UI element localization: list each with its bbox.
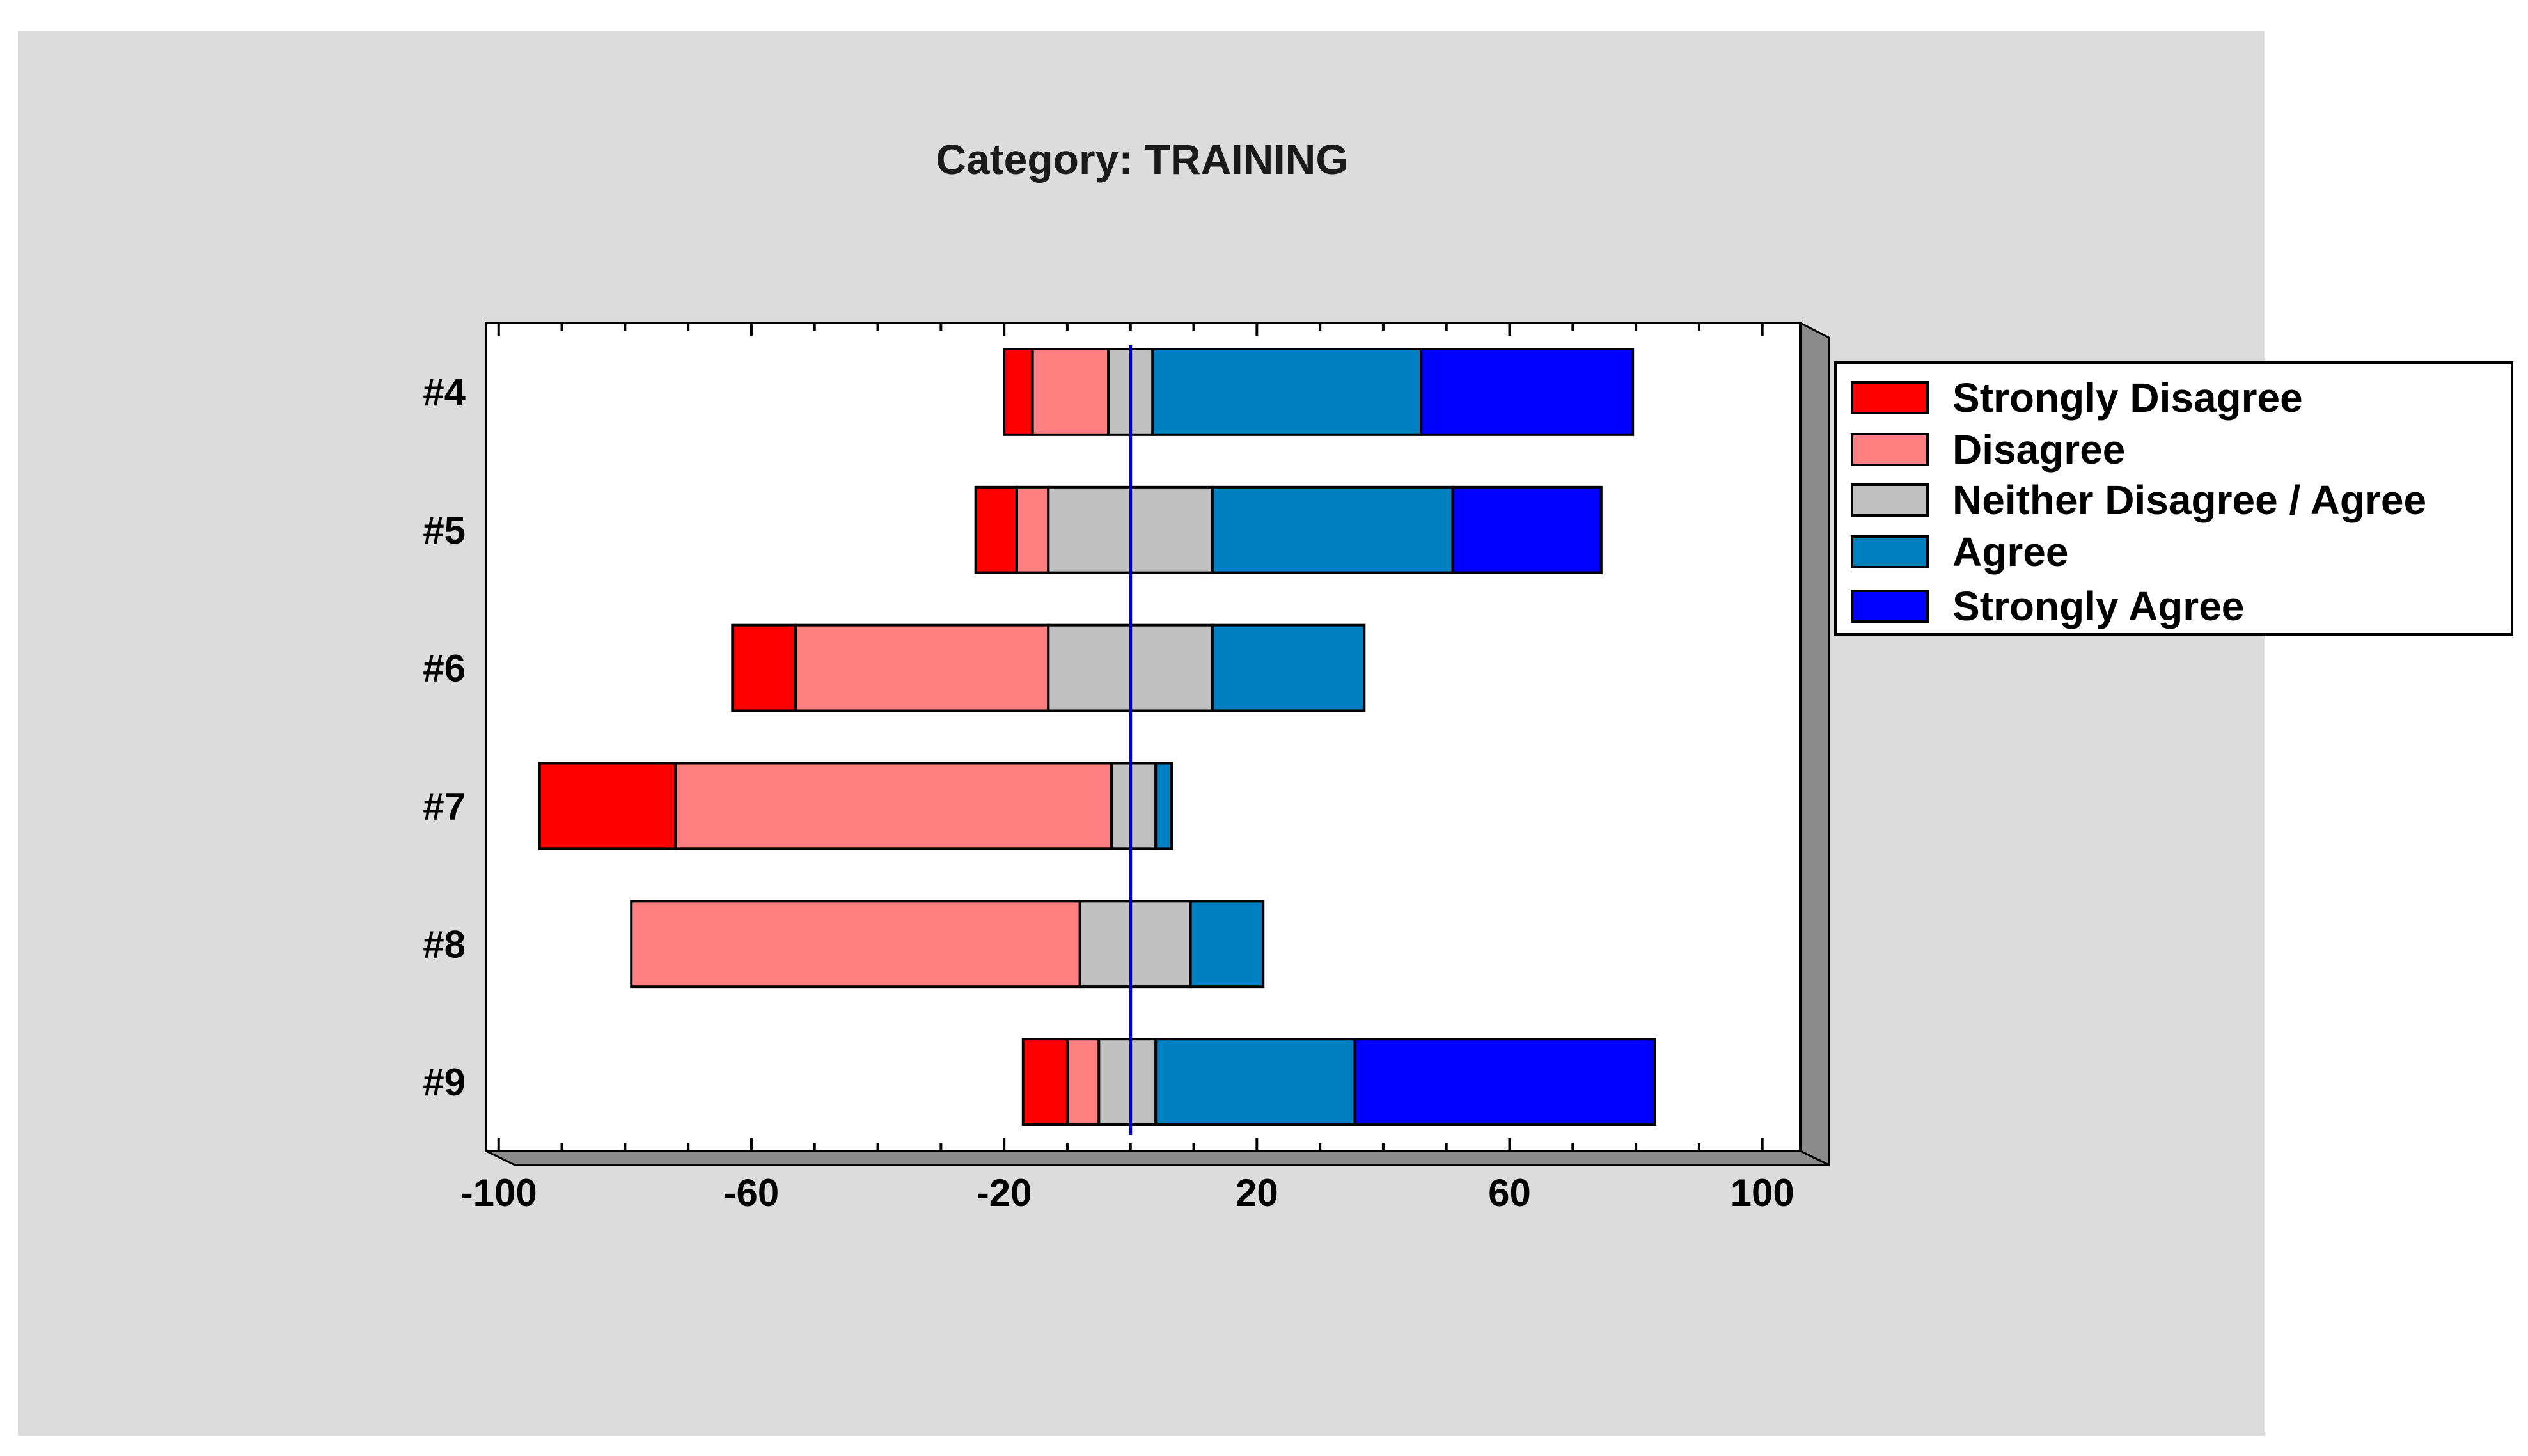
- legend-swatch: [1851, 590, 1929, 623]
- bar-segment-5-3: [1211, 485, 1454, 574]
- x-tick-label: 60: [1488, 1171, 1531, 1214]
- bar-segment-6-0: [731, 623, 797, 712]
- bar-segment-4-3: [1151, 348, 1423, 436]
- y-axis-categories: #4 #5 #6 #7 #8 #9: [423, 371, 466, 1104]
- bar-segment-6-1: [794, 623, 1050, 712]
- bar-segment-9-3: [1154, 1038, 1356, 1126]
- bar-segment-7-3: [1154, 762, 1173, 850]
- x-tick-label: 20: [1236, 1171, 1278, 1214]
- legend-label: Agree: [1952, 529, 2068, 575]
- category-label: #5: [423, 509, 466, 552]
- bar-segment-4-0: [1003, 348, 1034, 436]
- chart-title: Category: TRAINING: [936, 136, 1348, 183]
- bar-segment-7-1: [674, 762, 1113, 850]
- x-axis: -100 -60 -20 20 60 100: [460, 323, 1794, 1214]
- bar-segment-7-0: [538, 762, 677, 850]
- legend-label: Strongly Agree: [1952, 583, 2244, 629]
- category-label: #8: [423, 923, 466, 966]
- legend-label: Neither Disagree / Agree: [1952, 477, 2426, 523]
- bar-segment-9-1: [1065, 1038, 1101, 1126]
- legend-box: [1834, 361, 2513, 636]
- legend-label: Disagree: [1952, 427, 2125, 473]
- plot-area: [485, 322, 1802, 1152]
- x-tick-label: -60: [724, 1171, 780, 1214]
- bar-segment-5-1: [1015, 485, 1050, 574]
- bar-segment-9-4: [1353, 1038, 1656, 1126]
- bar-segment-5-4: [1451, 485, 1603, 574]
- bar-segment-8-1: [630, 900, 1081, 989]
- plot-depth-shadow: [1799, 321, 1830, 1167]
- legend-label: Strongly Disagree: [1952, 375, 2303, 421]
- category-label: #6: [423, 647, 466, 690]
- category-label: #4: [423, 371, 466, 414]
- bar-segment-6-3: [1211, 623, 1366, 712]
- legend-swatch: [1851, 433, 1929, 466]
- bar-segment-5-0: [974, 485, 1018, 574]
- bar-segment-8-2: [1078, 900, 1192, 989]
- bars-group: [538, 348, 1656, 1126]
- bar-segment-9-2: [1097, 1038, 1158, 1126]
- bar-segment-4-4: [1420, 348, 1635, 436]
- plot-floor-shadow: [485, 1150, 1830, 1166]
- bar-segment-9-0: [1021, 1038, 1069, 1126]
- legend-swatch: [1851, 483, 1929, 517]
- x-tick-label: -100: [460, 1171, 537, 1214]
- category-label: #9: [423, 1061, 466, 1104]
- bar-segment-4-1: [1031, 348, 1110, 436]
- x-tick-label: -20: [977, 1171, 1032, 1214]
- legend-swatch: [1851, 535, 1929, 568]
- bar-segment-7-2: [1110, 762, 1158, 850]
- bar-segment-8-3: [1189, 900, 1265, 989]
- legend-swatch: [1851, 381, 1929, 414]
- x-tick-label: 100: [1731, 1171, 1794, 1214]
- category-label: #7: [423, 785, 466, 827]
